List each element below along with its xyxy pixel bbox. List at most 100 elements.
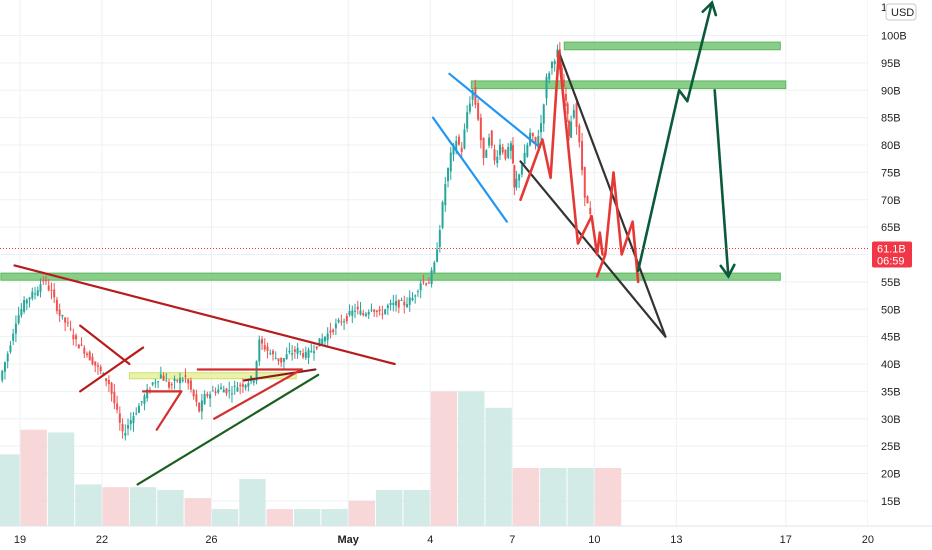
candle-body: [69, 328, 72, 330]
volume-bar: [430, 391, 458, 526]
price-candles: [1, 42, 592, 441]
candle-body: [263, 345, 266, 350]
candle-body: [362, 313, 365, 316]
candle-body: [545, 76, 548, 99]
candle-body: [176, 379, 179, 382]
candle-body: [526, 144, 529, 157]
candle-body: [307, 349, 310, 358]
candle-body: [96, 365, 99, 367]
volume-bar: [485, 407, 512, 526]
candle-body: [14, 323, 17, 334]
candle-body: [381, 313, 384, 315]
candle-body: [553, 61, 556, 65]
candle-body: [334, 323, 337, 329]
candle-body: [326, 333, 329, 341]
volume-bar: [266, 509, 293, 526]
candle-body: [135, 413, 138, 415]
y-tick-label: 90B: [881, 85, 901, 97]
y-tick-label: 95B: [881, 58, 901, 70]
candle-body: [28, 297, 31, 300]
candle-body: [296, 348, 299, 354]
candle-body: [6, 353, 9, 362]
candle-body: [178, 377, 181, 384]
zone-range-37: [128, 372, 297, 380]
candle-body: [209, 394, 212, 399]
candle-body: [58, 309, 61, 316]
candle-body: [419, 283, 422, 291]
y-axis: 105B100B95B90B85B80B75B70B65B60B55B50B45…: [868, 0, 932, 550]
candle-body: [170, 384, 173, 386]
volume-bar: [403, 489, 430, 526]
candle-body: [25, 299, 28, 304]
volume-bar: [458, 391, 485, 526]
y-tick-label: 80B: [881, 140, 901, 152]
projection-rally-path: [636, 1, 714, 273]
currency-badge: [885, 3, 917, 21]
candle-body: [187, 379, 190, 384]
candle-body: [113, 391, 116, 404]
candle-body: [192, 390, 195, 397]
x-axis-background: [0, 526, 932, 550]
x-tick-label: 4: [427, 534, 433, 546]
candle-body: [165, 380, 168, 382]
candle-body: [416, 291, 419, 293]
candle-body: [340, 321, 343, 323]
candle-body: [466, 112, 469, 129]
candle-body: [146, 389, 149, 399]
candle-body: [129, 420, 132, 425]
candle-body: [550, 62, 553, 69]
candle-body: [375, 310, 378, 312]
candle-body: [392, 302, 395, 306]
volume-bar: [75, 484, 102, 526]
trendline-ascending-support: [136, 373, 320, 486]
y-tick-label: 65B: [881, 222, 901, 234]
candle-body: [285, 354, 288, 360]
candle-body: [236, 387, 239, 392]
candle-body: [509, 143, 512, 151]
volume-bar: [348, 500, 376, 526]
candle-body: [581, 141, 584, 171]
candle-body: [137, 405, 140, 413]
candle-body: [515, 178, 518, 188]
candle-body: [490, 130, 493, 146]
candle-body: [351, 310, 354, 316]
candle-body: [299, 351, 302, 353]
candle-body: [17, 315, 20, 324]
candle-body: [468, 103, 471, 112]
candle-body: [217, 389, 220, 393]
volume-bar: [540, 468, 567, 526]
candle-body: [50, 290, 53, 292]
x-tick-label: 22: [96, 534, 108, 546]
candle-body: [395, 300, 398, 306]
candle-body: [271, 350, 274, 355]
y-tick-label: 15B: [881, 496, 901, 508]
candle-body: [507, 146, 510, 158]
candle-body: [397, 300, 400, 308]
candle-body: [359, 310, 362, 315]
candle-body: [518, 174, 521, 181]
x-tick-label: 19: [14, 534, 26, 546]
candle-body: [252, 380, 255, 383]
candle-body: [523, 152, 526, 165]
y-tick-label: 20B: [881, 469, 901, 481]
candle-body: [562, 79, 565, 87]
candle-body: [447, 168, 450, 182]
candle-body: [570, 121, 573, 138]
candle-body: [436, 249, 439, 262]
trendline-cross-a: [79, 346, 145, 393]
candle-body: [64, 317, 67, 323]
candle-body: [184, 375, 187, 377]
candle-body: [572, 110, 575, 118]
candle-body: [575, 103, 578, 127]
candle-body: [463, 129, 466, 149]
last-price-tag: [872, 241, 912, 268]
candle-body: [105, 378, 108, 382]
candle-body: [496, 156, 499, 164]
y-tick-label: 35B: [881, 386, 901, 398]
candle-body: [127, 425, 130, 429]
candle-body: [354, 310, 357, 312]
candle-body: [452, 144, 455, 155]
candle-body: [206, 393, 209, 397]
zone-resistance-91: [470, 80, 787, 90]
